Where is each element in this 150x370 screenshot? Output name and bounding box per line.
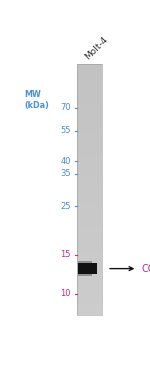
Bar xyxy=(78,274,92,276)
Bar xyxy=(77,183,102,186)
Bar xyxy=(77,139,102,143)
Bar xyxy=(77,133,102,137)
Bar xyxy=(77,302,102,306)
Bar xyxy=(77,89,102,92)
Bar xyxy=(77,286,102,290)
Bar xyxy=(77,177,102,180)
Bar xyxy=(77,309,102,312)
Text: 70: 70 xyxy=(60,103,71,112)
Bar xyxy=(77,230,102,233)
Bar xyxy=(77,280,102,284)
Bar xyxy=(77,233,102,237)
Bar xyxy=(77,155,102,158)
Bar xyxy=(77,192,102,196)
Bar xyxy=(77,293,102,296)
Bar xyxy=(77,124,102,127)
Bar xyxy=(77,299,102,303)
Bar xyxy=(77,149,102,152)
Bar xyxy=(77,145,102,149)
Bar xyxy=(77,221,102,224)
Bar xyxy=(77,243,102,246)
Bar xyxy=(77,142,102,146)
Bar xyxy=(77,111,102,114)
Bar xyxy=(77,108,102,111)
Bar xyxy=(77,312,102,315)
Bar xyxy=(77,258,102,262)
Bar xyxy=(77,218,102,221)
Bar xyxy=(77,158,102,161)
Bar xyxy=(77,174,102,177)
Bar xyxy=(77,127,102,130)
Bar xyxy=(77,171,102,174)
Bar xyxy=(77,262,102,265)
Bar xyxy=(77,98,102,102)
Bar xyxy=(77,305,102,309)
Bar xyxy=(77,274,102,278)
Bar xyxy=(77,252,102,256)
Bar xyxy=(77,271,102,274)
Bar xyxy=(77,196,102,199)
Bar xyxy=(77,64,102,315)
Bar xyxy=(77,189,102,193)
Bar xyxy=(77,283,102,287)
Bar xyxy=(77,199,102,202)
Bar xyxy=(77,180,102,184)
Bar xyxy=(77,268,102,271)
Bar xyxy=(77,74,102,77)
Bar xyxy=(77,105,102,108)
Bar xyxy=(77,83,102,86)
Bar xyxy=(77,136,102,139)
Text: Molt-4: Molt-4 xyxy=(83,35,110,61)
Text: MW
(kDa): MW (kDa) xyxy=(25,91,50,110)
Bar xyxy=(77,265,102,268)
Text: 25: 25 xyxy=(61,202,71,211)
Bar xyxy=(77,202,102,205)
Bar xyxy=(77,290,102,293)
Bar xyxy=(77,211,102,215)
Bar xyxy=(77,67,102,71)
Bar xyxy=(77,205,102,209)
Bar xyxy=(78,261,92,263)
Bar xyxy=(77,80,102,83)
Text: 55: 55 xyxy=(61,126,71,135)
Bar xyxy=(77,161,102,165)
Bar xyxy=(77,227,102,231)
Bar xyxy=(77,186,102,190)
Bar xyxy=(77,114,102,118)
Text: 40: 40 xyxy=(61,157,71,166)
Bar xyxy=(77,236,102,240)
Text: 35: 35 xyxy=(60,169,71,178)
Bar xyxy=(77,102,102,105)
Bar xyxy=(77,239,102,243)
Bar xyxy=(77,215,102,218)
Text: 10: 10 xyxy=(61,289,71,298)
Bar xyxy=(77,224,102,227)
Bar xyxy=(77,70,102,74)
Bar xyxy=(77,86,102,90)
Text: 15: 15 xyxy=(61,250,71,259)
Bar xyxy=(77,168,102,171)
Bar xyxy=(77,164,102,168)
Bar xyxy=(77,246,102,249)
Bar xyxy=(77,117,102,121)
Bar xyxy=(77,77,102,80)
Bar xyxy=(77,95,102,99)
Bar xyxy=(77,249,102,252)
Bar xyxy=(77,255,102,259)
Bar xyxy=(77,277,102,280)
Text: CCL28: CCL28 xyxy=(142,263,150,273)
Bar xyxy=(77,208,102,212)
Bar xyxy=(77,121,102,124)
Bar xyxy=(77,296,102,299)
Bar xyxy=(77,92,102,96)
Bar xyxy=(77,152,102,155)
Bar xyxy=(77,64,102,67)
Bar xyxy=(78,263,97,274)
Bar xyxy=(77,130,102,133)
